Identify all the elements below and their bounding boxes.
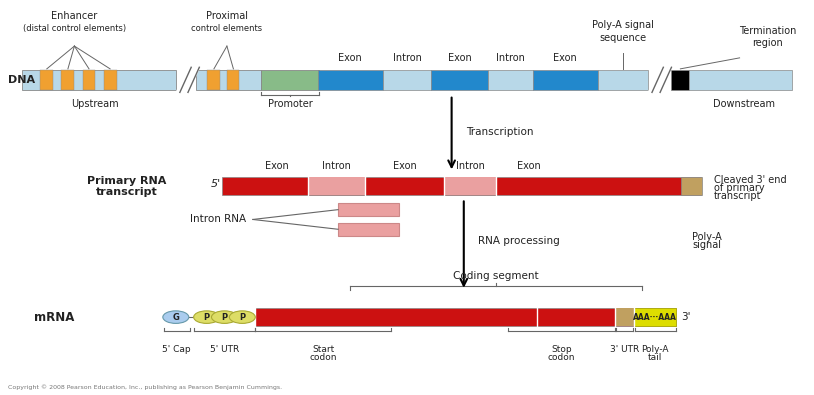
Text: RNA processing: RNA processing (479, 236, 560, 246)
Text: signal: signal (693, 239, 722, 250)
Text: transcript: transcript (714, 191, 761, 201)
Text: control elements: control elements (191, 24, 262, 33)
Text: Downstream: Downstream (713, 99, 775, 109)
Bar (681, 177, 702, 195)
Bar (338, 203, 399, 216)
Text: Poly-A signal: Poly-A signal (592, 21, 654, 30)
Bar (61, 70, 74, 90)
Bar (431, 70, 488, 90)
Text: P: P (221, 312, 228, 322)
Bar (383, 70, 431, 90)
Bar (444, 177, 497, 195)
Text: Exon: Exon (265, 161, 289, 171)
Text: Promoter: Promoter (268, 99, 313, 109)
Text: 5' Cap: 5' Cap (162, 345, 191, 354)
Text: Intron: Intron (322, 161, 351, 171)
Text: Coding segment: Coding segment (453, 271, 539, 281)
Bar (689, 70, 792, 90)
Bar (22, 70, 176, 90)
Text: Intron: Intron (392, 53, 422, 62)
Bar (308, 177, 365, 195)
Bar (597, 70, 648, 90)
Bar (227, 70, 239, 90)
Bar (103, 70, 116, 90)
Text: sequence: sequence (599, 33, 646, 43)
Text: 5' UTR: 5' UTR (210, 345, 239, 354)
Bar (208, 70, 220, 90)
Bar (222, 177, 701, 195)
Circle shape (230, 311, 256, 324)
Bar (82, 70, 95, 90)
Text: AAA···AAA: AAA···AAA (633, 312, 677, 322)
Text: Poly-A: Poly-A (641, 345, 669, 354)
Text: Intron: Intron (497, 53, 525, 62)
Circle shape (194, 311, 220, 324)
Text: G: G (173, 312, 179, 322)
Text: Stop: Stop (551, 345, 572, 354)
Text: codon: codon (548, 354, 575, 362)
Text: Exon: Exon (448, 53, 471, 62)
Circle shape (163, 311, 189, 324)
Text: Exon: Exon (517, 161, 540, 171)
Text: Exon: Exon (554, 53, 577, 62)
Text: Exon: Exon (392, 161, 417, 171)
Text: Cleaved 3' end: Cleaved 3' end (714, 175, 786, 185)
Bar (672, 70, 689, 90)
Text: Transcription: Transcription (466, 126, 534, 137)
Text: Start: Start (312, 345, 335, 354)
Text: Termination: Termination (739, 26, 797, 36)
Bar (634, 308, 676, 326)
Text: Upstream: Upstream (71, 99, 119, 109)
Text: 3': 3' (681, 312, 691, 322)
Text: Intron: Intron (456, 161, 484, 171)
Bar (196, 70, 261, 90)
Bar (317, 70, 383, 90)
Text: 5': 5' (210, 179, 221, 189)
Text: Exon: Exon (339, 53, 362, 62)
Text: codon: codon (309, 354, 337, 362)
Text: Primary RNA: Primary RNA (87, 176, 167, 186)
Text: (distal control elements): (distal control elements) (23, 24, 126, 33)
Bar (615, 308, 634, 326)
Text: P: P (204, 312, 210, 322)
Circle shape (212, 311, 238, 324)
Text: Proximal: Proximal (206, 11, 248, 21)
Text: Enhancer: Enhancer (51, 11, 98, 21)
Text: P: P (239, 312, 245, 322)
Bar (256, 308, 676, 326)
Bar (41, 70, 53, 90)
Bar (338, 223, 399, 236)
Text: Intron RNA: Intron RNA (190, 214, 247, 224)
Bar (261, 70, 319, 90)
Text: mRNA: mRNA (34, 310, 74, 324)
Text: transcript: transcript (96, 187, 158, 197)
Text: region: region (753, 38, 783, 48)
Text: of primary: of primary (714, 183, 764, 193)
Text: DNA: DNA (8, 75, 35, 85)
Text: tail: tail (648, 354, 663, 362)
Bar (532, 70, 597, 90)
Text: Copyright © 2008 Pearson Education, Inc., publishing as Pearson Benjamin Cumming: Copyright © 2008 Pearson Education, Inc.… (8, 385, 282, 391)
Text: Poly-A: Poly-A (692, 232, 722, 242)
Text: 3' UTR: 3' UTR (610, 345, 639, 354)
Bar (488, 70, 532, 90)
